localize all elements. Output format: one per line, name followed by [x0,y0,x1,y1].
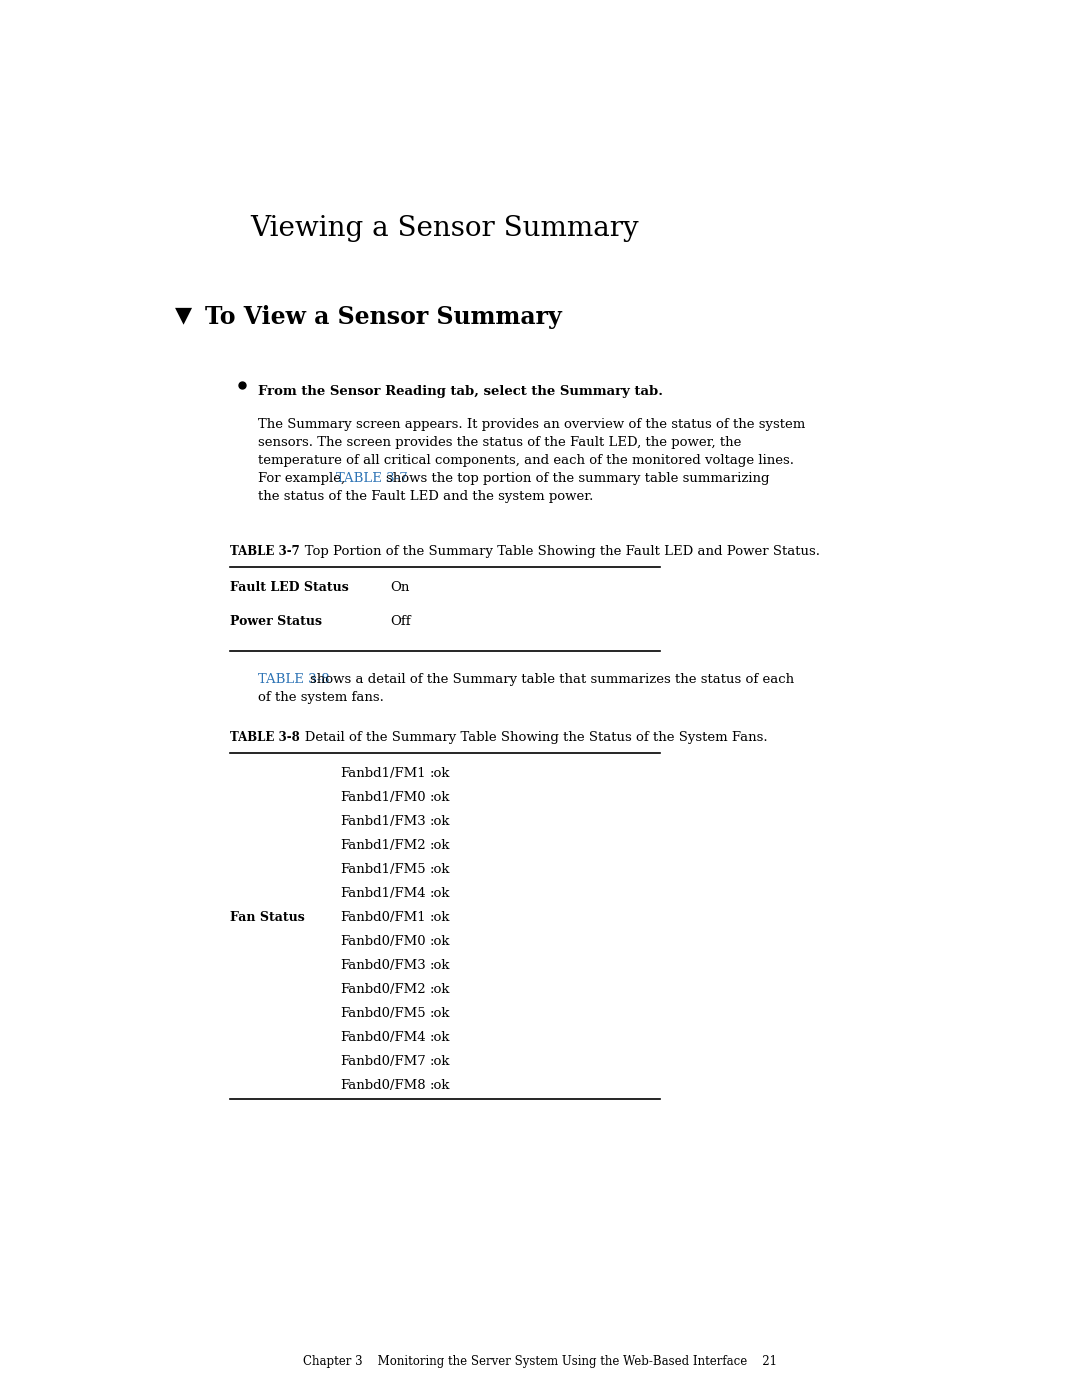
Text: TABLE 3-7: TABLE 3-7 [336,472,408,485]
Text: :ok: :ok [430,767,450,780]
Text: the status of the Fault LED and the system power.: the status of the Fault LED and the syst… [258,490,593,503]
Text: On: On [390,581,409,594]
Text: Fanbd0/FM8: Fanbd0/FM8 [340,1078,426,1092]
Text: From the Sensor Reading tab, select the Summary tab.: From the Sensor Reading tab, select the … [258,386,663,398]
Text: Fanbd0/FM5: Fanbd0/FM5 [340,1007,426,1020]
Text: Fanbd1/FM4: Fanbd1/FM4 [340,887,426,900]
Text: of the system fans.: of the system fans. [258,692,383,704]
Text: ▼: ▼ [175,305,192,326]
Text: Viewing a Sensor Summary: Viewing a Sensor Summary [249,215,638,242]
Text: :ok: :ok [430,1031,450,1044]
Text: TABLE 3-7: TABLE 3-7 [230,545,300,557]
Text: Fault LED Status: Fault LED Status [230,581,349,594]
Text: Power Status: Power Status [230,615,322,629]
Text: Detail of the Summary Table Showing the Status of the System Fans.: Detail of the Summary Table Showing the … [292,731,768,745]
Text: sensors. The screen provides the status of the Fault LED, the power, the: sensors. The screen provides the status … [258,436,741,448]
Text: Fanbd1/FM1: Fanbd1/FM1 [340,767,426,780]
Text: :ok: :ok [430,1007,450,1020]
Text: To View a Sensor Summary: To View a Sensor Summary [205,305,562,330]
Text: Fanbd0/FM1: Fanbd0/FM1 [340,911,426,923]
Text: :ok: :ok [430,1078,450,1092]
Text: Fanbd1/FM5: Fanbd1/FM5 [340,863,426,876]
Text: Fanbd1/FM0: Fanbd1/FM0 [340,791,426,805]
Text: Top Portion of the Summary Table Showing the Fault LED and Power Status.: Top Portion of the Summary Table Showing… [292,545,820,557]
Text: :ok: :ok [430,863,450,876]
Text: Off: Off [390,615,410,629]
Text: Fanbd0/FM3: Fanbd0/FM3 [340,958,426,972]
Text: temperature of all critical components, and each of the monitored voltage lines.: temperature of all critical components, … [258,454,794,467]
Text: Fanbd0/FM4: Fanbd0/FM4 [340,1031,426,1044]
Text: :ok: :ok [430,935,450,949]
Text: :ok: :ok [430,840,450,852]
Text: Fanbd1/FM2: Fanbd1/FM2 [340,840,426,852]
Text: :ok: :ok [430,814,450,828]
Text: shows a detail of the Summary table that summarizes the status of each: shows a detail of the Summary table that… [310,673,794,686]
Text: :ok: :ok [430,911,450,923]
Text: :ok: :ok [430,887,450,900]
Text: The Summary screen appears. It provides an overview of the status of the system: The Summary screen appears. It provides … [258,418,806,432]
Text: TABLE 3-8: TABLE 3-8 [230,731,300,745]
Text: Fanbd1/FM3: Fanbd1/FM3 [340,814,426,828]
Text: Fan Status: Fan Status [230,911,305,923]
Text: :ok: :ok [430,791,450,805]
Text: :ok: :ok [430,983,450,996]
Text: For example,: For example, [258,472,349,485]
Text: Fanbd0/FM2: Fanbd0/FM2 [340,983,426,996]
Text: :ok: :ok [430,1055,450,1067]
Text: shows the top portion of the summary table summarizing: shows the top portion of the summary tab… [386,472,769,485]
Text: Fanbd0/FM7: Fanbd0/FM7 [340,1055,426,1067]
Text: Chapter 3    Monitoring the Server System Using the Web-Based Interface    21: Chapter 3 Monitoring the Server System U… [303,1355,777,1368]
Text: Fanbd0/FM0: Fanbd0/FM0 [340,935,426,949]
Text: TABLE 3-8: TABLE 3-8 [258,673,329,686]
Text: :ok: :ok [430,958,450,972]
